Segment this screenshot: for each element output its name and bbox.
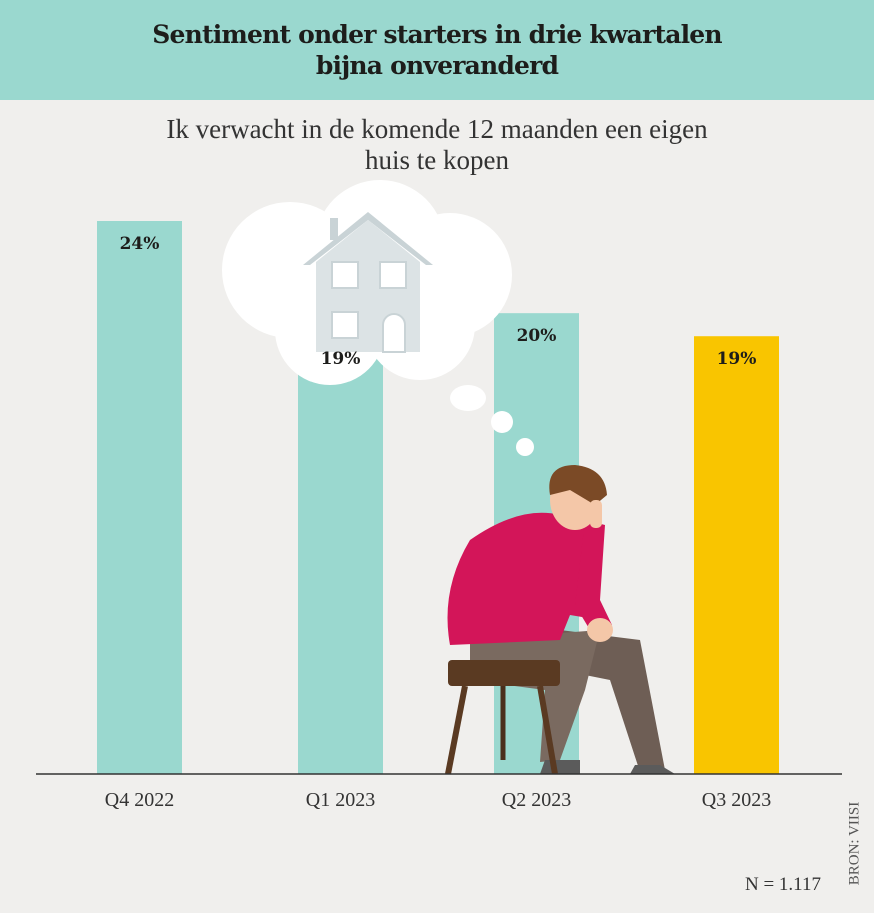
stool-illustration [445,660,560,775]
subtitle-text: Ik verwacht in de komende 12 maanden een… [166,114,708,175]
data-label: 20% [517,326,557,346]
x-tick-label: Q4 2022 [105,789,174,811]
source-label: BRON: VIISI [846,801,863,886]
illustration [222,180,675,775]
data-label: 24% [120,234,160,254]
x-tick-label: Q1 2023 [306,789,375,811]
chart-subtitle: Ik verwacht in de komende 12 maanden een… [0,114,874,176]
chart-title: Sentiment onder starters in drie kwartal… [152,20,722,80]
data-label: 19% [321,349,361,369]
x-tick-label: Q2 2023 [502,789,571,811]
sample-size-note: N = 1.117 [745,874,821,895]
title-banner: Sentiment onder starters in drie kwartal… [0,0,874,100]
house-icon [303,212,433,353]
data-label: 19% [717,349,757,369]
x-tick-label: Q3 2023 [702,789,771,811]
person-illustration [447,465,675,774]
bar-q1-2023 [298,336,383,774]
bar-q3-2023 [694,336,779,774]
bar-q4-2022 [97,221,182,774]
